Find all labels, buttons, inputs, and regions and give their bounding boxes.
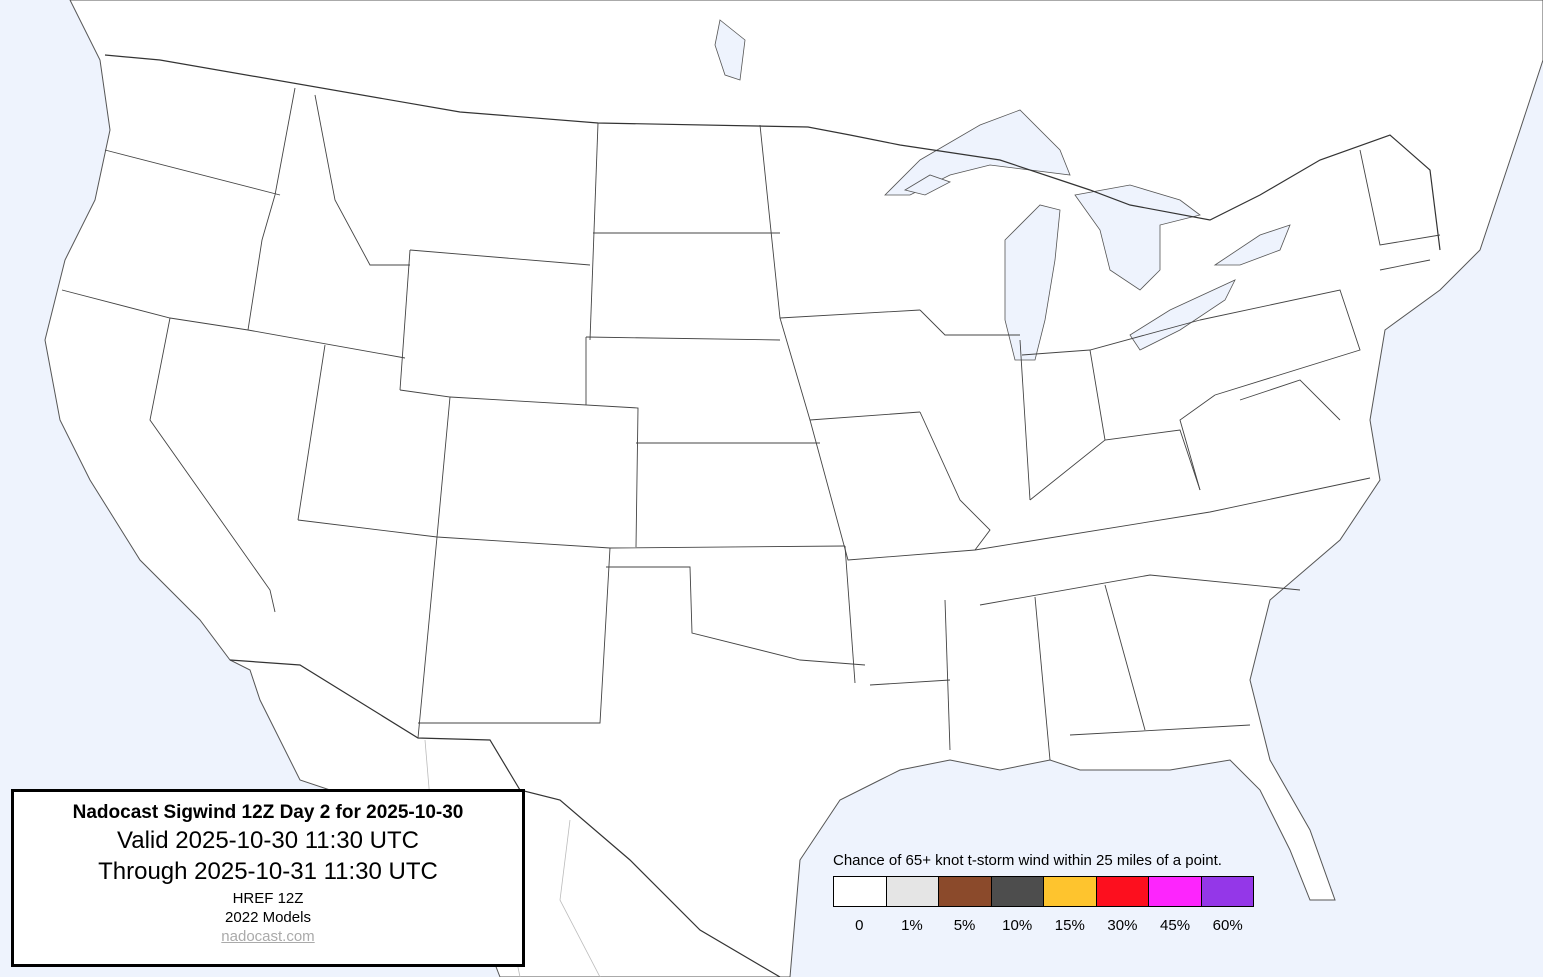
- legend-label: 5%: [953, 917, 976, 934]
- legend-swatch: [1149, 877, 1202, 906]
- legend-swatch: [1044, 877, 1097, 906]
- state-borders: [61, 87, 1441, 761]
- legend-label: 60%: [1212, 917, 1243, 934]
- legend-swatch: [1201, 877, 1253, 906]
- legend-caption: Chance of 65+ knot t-storm wind within 2…: [833, 852, 1222, 869]
- legend-label: 10%: [1002, 917, 1033, 934]
- map-title: Nadocast Sigwind 12Z Day 2 for 2025-10-3…: [72, 802, 464, 823]
- legend-label: 15%: [1054, 917, 1085, 934]
- nadocast-link[interactable]: nadocast.com: [221, 928, 315, 945]
- through-time: Through 2025-10-31 11:30 UTC: [98, 858, 438, 885]
- land-mass: [44, 0, 1543, 977]
- model-version: 2022 Models: [225, 909, 311, 926]
- great-lakes: [714, 19, 1291, 361]
- legend-label: 30%: [1107, 917, 1138, 934]
- legend-swatch: [991, 877, 1044, 906]
- legend-labels: 0 1% 5% 10% 15% 30% 45% 60%: [833, 917, 1254, 934]
- legend-label: 45%: [1160, 917, 1191, 934]
- valid-time: Valid 2025-10-30 11:30 UTC: [117, 827, 419, 854]
- legend-color-bar: [833, 876, 1254, 907]
- legend-swatch: [1096, 877, 1149, 906]
- title-box: Nadocast Sigwind 12Z Day 2 for 2025-10-3…: [11, 789, 525, 967]
- legend: Chance of 65+ knot t-storm wind within 2…: [833, 852, 1254, 934]
- legend-swatch: [939, 877, 992, 906]
- legend-label: 1%: [901, 917, 923, 934]
- legend-label: 0: [855, 917, 864, 934]
- model-name: HREF 12Z: [232, 890, 304, 907]
- legend-swatch: [886, 877, 939, 906]
- legend-swatch: [834, 877, 887, 906]
